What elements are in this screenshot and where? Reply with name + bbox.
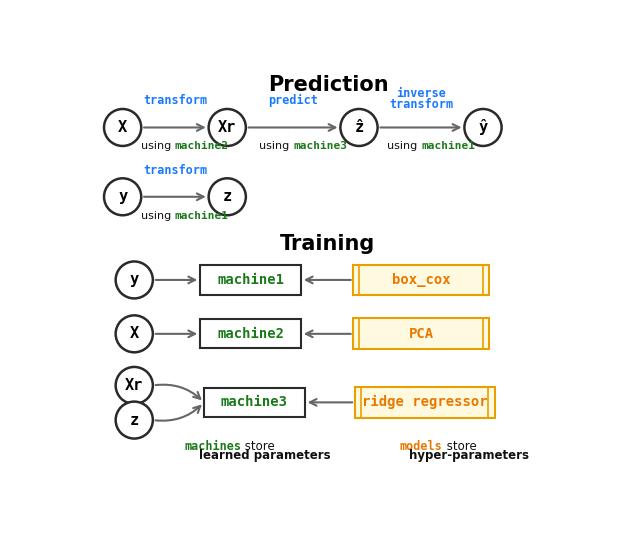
Text: machine2: machine2 [217, 327, 284, 341]
Text: using: using [259, 141, 293, 152]
FancyBboxPatch shape [353, 265, 489, 295]
FancyBboxPatch shape [200, 265, 301, 295]
Text: Xr: Xr [125, 378, 143, 393]
Text: machine1: machine1 [175, 211, 229, 221]
Text: ẑ: ẑ [355, 120, 364, 135]
Circle shape [104, 109, 141, 146]
Text: transform: transform [389, 98, 453, 110]
Text: store: store [443, 440, 476, 453]
Circle shape [340, 109, 378, 146]
Text: z: z [130, 413, 139, 428]
Text: learned parameters: learned parameters [198, 450, 330, 462]
Text: hyper-parameters: hyper-parameters [409, 450, 529, 462]
Text: machines: machines [184, 440, 241, 453]
Text: X: X [118, 120, 127, 135]
FancyArrowPatch shape [156, 385, 200, 399]
Text: X: X [130, 326, 139, 341]
Text: transform: transform [143, 164, 207, 177]
Text: y: y [118, 189, 127, 204]
Circle shape [116, 315, 153, 352]
Text: using: using [141, 211, 175, 221]
Text: machine3: machine3 [221, 395, 288, 410]
Circle shape [116, 261, 153, 299]
Circle shape [209, 178, 246, 215]
Text: using: using [141, 141, 175, 152]
Circle shape [209, 109, 246, 146]
Text: Prediction: Prediction [268, 75, 388, 95]
FancyBboxPatch shape [355, 387, 495, 418]
Text: z: z [223, 189, 232, 204]
Text: ridge regressor: ridge regressor [362, 395, 488, 410]
Text: models: models [400, 440, 443, 453]
FancyBboxPatch shape [353, 318, 489, 349]
Text: Training: Training [280, 234, 376, 254]
Text: inverse: inverse [396, 87, 446, 100]
Text: ŷ: ŷ [479, 120, 488, 136]
FancyBboxPatch shape [204, 388, 305, 417]
Circle shape [116, 402, 153, 439]
Circle shape [465, 109, 502, 146]
Text: using: using [387, 141, 421, 152]
Text: store: store [241, 440, 275, 453]
Text: PCA: PCA [408, 327, 433, 341]
Text: y: y [130, 272, 139, 288]
Text: predict: predict [268, 94, 318, 108]
FancyArrowPatch shape [156, 406, 200, 421]
Text: machine1: machine1 [217, 273, 284, 287]
FancyBboxPatch shape [200, 319, 301, 349]
Text: machine1: machine1 [421, 141, 475, 152]
Text: transform: transform [143, 94, 207, 108]
Text: box_cox: box_cox [392, 273, 451, 287]
Circle shape [104, 178, 141, 215]
Text: machine2: machine2 [175, 141, 229, 152]
Circle shape [116, 367, 153, 404]
Text: machine3: machine3 [293, 141, 347, 152]
Text: Xr: Xr [218, 120, 236, 135]
